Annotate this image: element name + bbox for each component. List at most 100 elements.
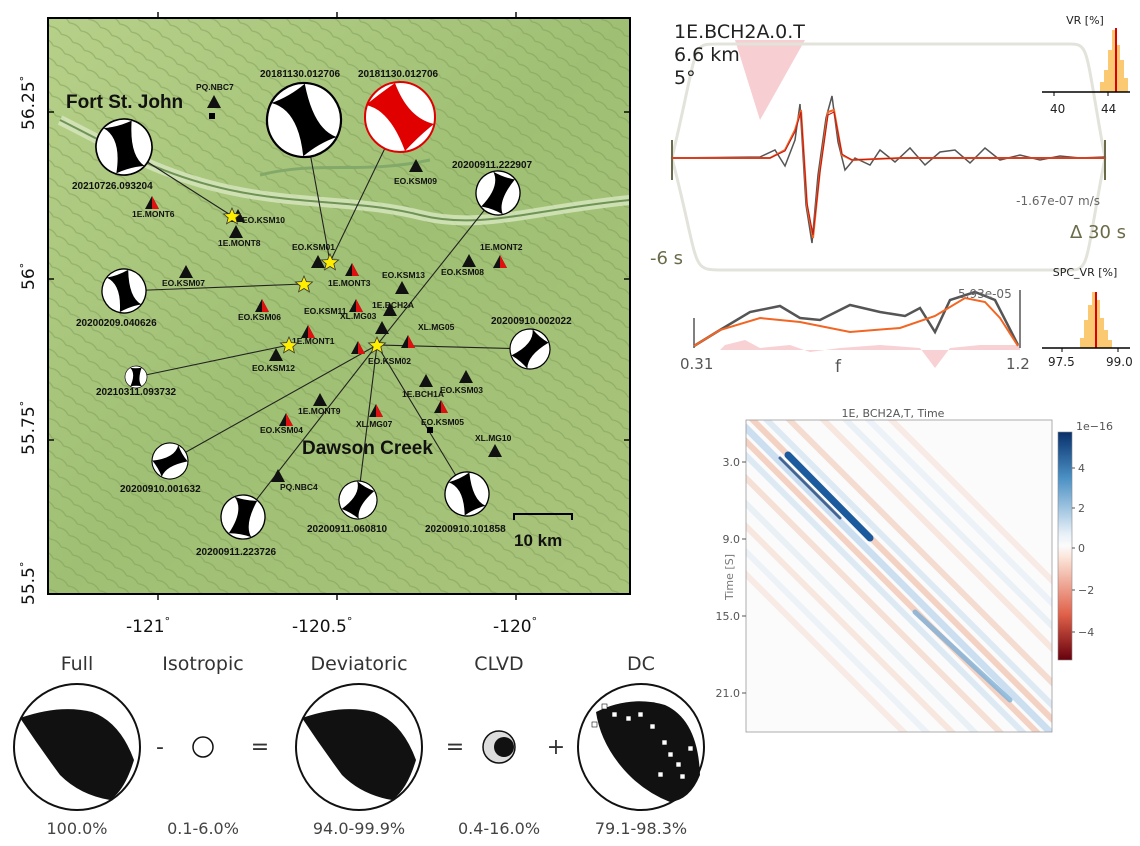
station-label: 1E.MONT1 — [292, 336, 335, 346]
colorbar-tick-label: 0 — [1078, 542, 1085, 555]
station-marker-half — [152, 196, 159, 209]
event-label: 20181130.012706 — [358, 69, 439, 80]
colorbar-tick-label: 4 — [1078, 462, 1085, 475]
full-beachball — [13, 683, 141, 811]
clvd-beachball — [482, 730, 516, 764]
decomposition-percent: 0.1-6.0% — [167, 819, 239, 838]
synthetic-spectrum — [693, 296, 1019, 347]
station-label: 1E.BCH1A — [402, 389, 444, 399]
colorbar-exponent: 1e−16 — [1076, 420, 1113, 433]
station-label: 1E.BCH2A — [372, 300, 414, 310]
station-label: 1E.MONT2 — [480, 242, 523, 252]
spectrum-misfit-area — [720, 340, 1020, 368]
decomposition-percent: 100.0% — [46, 819, 107, 838]
station-label: PQ.NBC4 — [280, 482, 318, 492]
spectrum-panel: 5.93e-05 0.31 f 1.2 — [680, 287, 1030, 377]
decomposition-title: Isotropic — [162, 653, 243, 675]
station-label: EO.KSM07 — [162, 278, 205, 288]
dc-polarity-markers — [591, 703, 694, 780]
epicenter-star — [294, 274, 314, 293]
station-label: EO.KSM10 — [242, 215, 285, 225]
colorbar-ticks: 4 2 0 −2 −4 — [1078, 462, 1094, 639]
station-marker — [313, 393, 327, 406]
station-label: XL.MG10 — [475, 433, 512, 443]
spectrum-fmax: 1.2 — [1006, 355, 1030, 373]
heatmap-secondary-band — [912, 609, 1013, 703]
station-marker-half — [358, 341, 365, 354]
spc-histogram-title: SPC_VR [%] — [1053, 266, 1118, 279]
event-label: 20181130.012706 — [260, 69, 341, 80]
latitude-labels: 55.5° 55.75° 56° 56.25° — [18, 76, 39, 605]
station-marker — [229, 225, 243, 238]
decomposition-title: Deviatoric — [310, 653, 407, 675]
isotropic-beachball — [192, 736, 214, 758]
scale-bar: 10 km — [513, 513, 573, 550]
vr-histogram: VR [%] 40 44 — [1042, 14, 1130, 116]
river-tributary — [259, 158, 431, 177]
station-marker — [271, 469, 285, 482]
lat-tick-label: 55.75° — [18, 401, 39, 455]
azimuth-wedge — [735, 40, 805, 120]
vr-tick-label: 40 — [1050, 102, 1065, 116]
station-label: EO.KSM11 — [304, 306, 347, 316]
station-label: 1E.MONT9 — [298, 406, 341, 416]
station-label: EO.KSM09 — [394, 176, 437, 186]
event-label: 20200911.223726 — [196, 547, 277, 558]
station-label: 1E.MONT8 — [218, 238, 261, 248]
beachball-20181130-b[interactable] — [364, 81, 436, 153]
map-panel: PQ.NBC7 EO.KSM09 1E.MONT6 EO.KSM10 1E.MONT8 E… — [18, 12, 631, 637]
heatmap-yticks: 3.0 9.0 15.0 21.0 — [716, 456, 741, 700]
station-marker — [395, 281, 409, 294]
decomposition-title: Full — [61, 653, 94, 675]
station-markers: PQ.NBC7 EO.KSM09 1E.MONT6 EO.KSM10 1E.MONT8 E… — [132, 82, 523, 492]
lon-tick-label: -120.5° — [292, 615, 352, 637]
station-marker — [311, 255, 325, 268]
waveform-panel: 1E.BCH2A.0.T 6.6 km 5° -1.67e-07 m/s -6 … — [650, 21, 1126, 272]
operator-minus: - — [156, 735, 164, 760]
heatmap-frame — [745, 419, 1053, 733]
station-marker — [462, 254, 476, 267]
decomposition-title: CLVD — [474, 653, 523, 675]
vr-tick-label: 44 — [1101, 102, 1116, 116]
epicenter-star — [320, 252, 340, 271]
station-marker-half — [262, 299, 269, 312]
heatmap-title: 1E, BCH2A,T, Time — [842, 407, 945, 420]
epicenter-star — [222, 206, 242, 225]
station-label: EO.KSM12 — [252, 363, 295, 373]
lon-tick-label: -120° — [493, 615, 537, 637]
station-label: XL.MG05 — [418, 322, 455, 332]
station-marker — [383, 303, 397, 316]
spc-histogram-bars — [1080, 292, 1112, 348]
epicenter-star — [279, 335, 299, 354]
station-marker — [375, 321, 389, 334]
station-marker — [179, 265, 193, 278]
heatmap-colorbar — [1057, 431, 1073, 661]
station-marker-half — [441, 400, 448, 413]
heatmap-ticks — [742, 461, 746, 694]
station-label: EO.KSM02 — [368, 356, 411, 366]
decomposition-percent: 94.0-99.9% — [313, 819, 405, 838]
observed-spectrum — [693, 290, 1020, 348]
dc-beachball — [577, 683, 705, 811]
lat-tick-label: 55.5° — [18, 562, 39, 605]
station-label: EO.KSM06 — [238, 312, 281, 322]
map-frame — [47, 17, 631, 595]
event-label: 20200910.002022 — [491, 316, 572, 327]
station-marker-half — [500, 255, 507, 268]
heatmap-ytick-label: 3.0 — [723, 456, 741, 469]
station-label: EO.KSM04 — [260, 425, 303, 435]
heatmap-peak — [784, 451, 874, 542]
city-label-dawson-creek: Dawson Creek — [302, 438, 433, 459]
spc-histogram: SPC_VR [%] 97.5 99.0 — [1042, 266, 1133, 369]
station-marker-square — [427, 427, 433, 433]
heatmap-ylabel: Time [S] — [723, 554, 736, 601]
covariance-heatmap: 1E, BCH2A,T, Time — [716, 407, 1113, 733]
moment-tensor-decomposition: Full Isotropic Deviatoric CLVD DC — [13, 653, 705, 838]
spectrum-amplitude-label: 5.93e-05 — [958, 287, 1012, 301]
station-label: EO.KSM13 — [382, 270, 425, 280]
epicenter-star — [367, 335, 387, 354]
lat-tick-label: 56° — [18, 263, 39, 290]
station-label: 1E.MONT3 — [328, 278, 371, 288]
colorbar-tick-label: −2 — [1078, 584, 1094, 597]
